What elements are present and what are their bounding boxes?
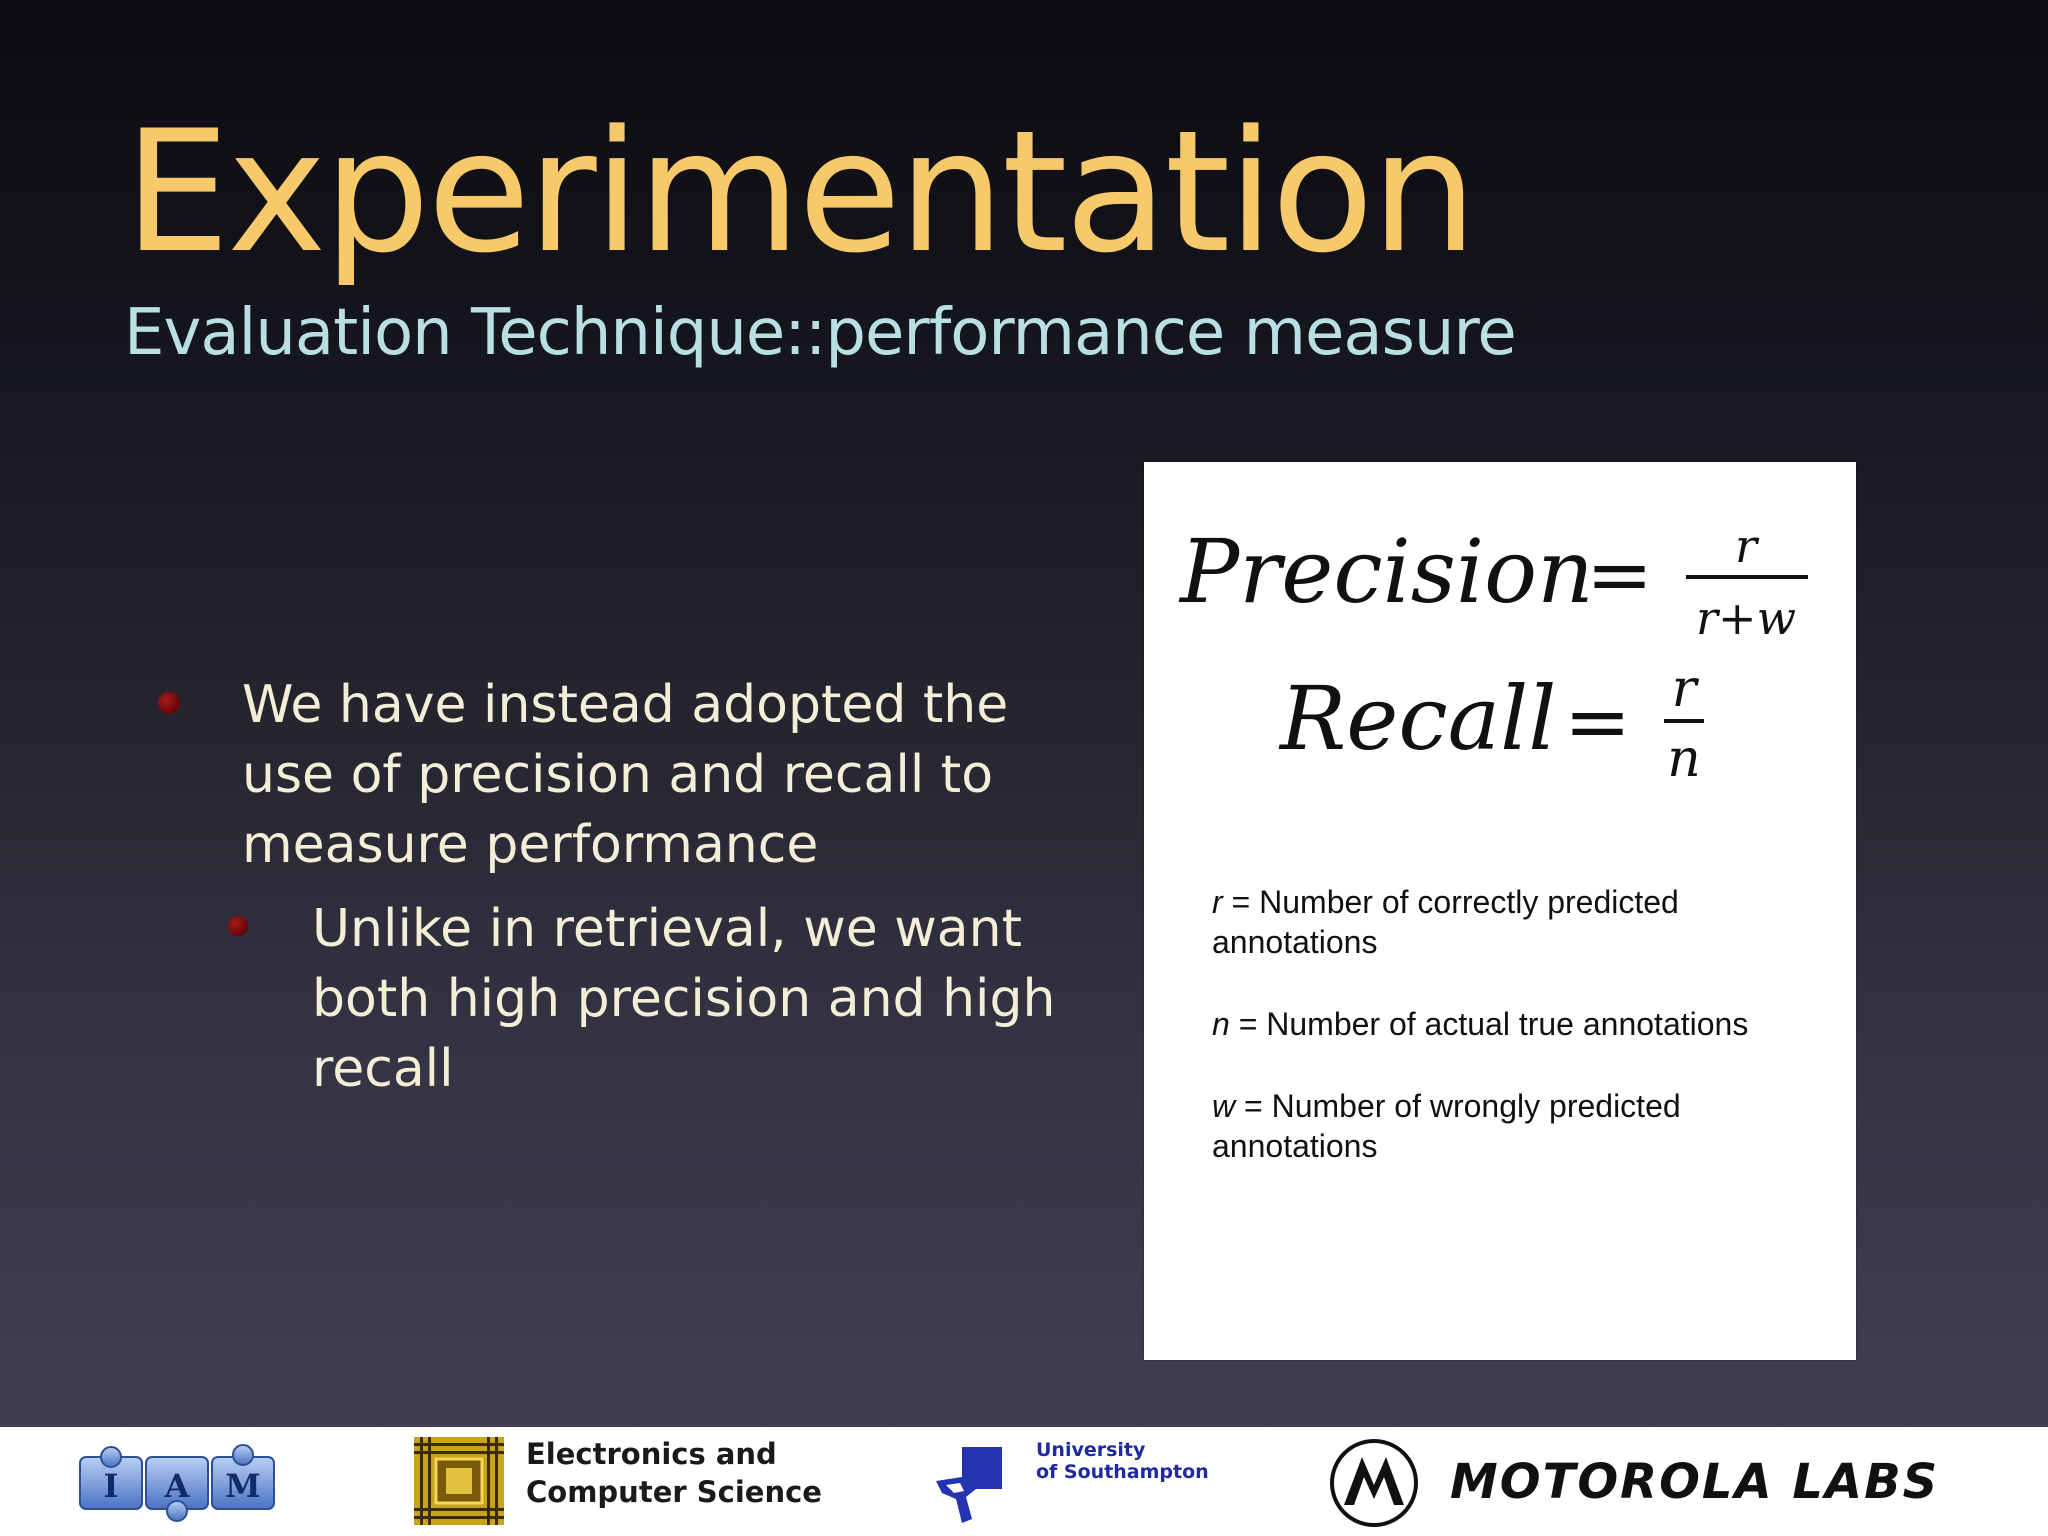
bullet-dot-icon	[228, 916, 248, 936]
logo-footer: I A M Electronics and Computer Science U…	[0, 1427, 2048, 1536]
precision-numerator: r	[1735, 519, 1760, 573]
recall-fraction-bar	[1664, 719, 1704, 723]
slide-subtitle: Evaluation Technique::performance measur…	[124, 296, 1517, 370]
formula-box: Precision = r r+w Recall = r n r = Numbe…	[1144, 462, 1856, 1360]
precision-formula: Precision = r r+w	[1178, 519, 1808, 645]
soton-line2: of Southampton	[1036, 1461, 1209, 1483]
recall-equals: =	[1564, 675, 1631, 768]
iam-letter: A	[164, 1467, 191, 1505]
sub-bullet-item: Unlike in retrieval, we want both high p…	[220, 894, 1112, 1104]
precision-label: Precision	[1178, 520, 1594, 623]
recall-denominator: n	[1667, 729, 1701, 789]
precision-fraction-bar	[1686, 575, 1808, 579]
soton-line1: University	[1036, 1439, 1146, 1461]
sub-bullet-text: Unlike in retrieval, we want both high p…	[312, 899, 1056, 1099]
slide: Experimentation Evaluation Technique::pe…	[124, 94, 1856, 1360]
definition-text: = Number of actual true annotations	[1229, 1006, 1749, 1042]
definition-n: n = Number of actual true annotations	[1212, 1004, 1832, 1044]
ecs-logo-text: Electronics and Computer Science	[526, 1435, 822, 1511]
recall-label: Recall	[1278, 667, 1556, 770]
definition-w: w = Number of wrongly predicted annotati…	[1212, 1086, 1832, 1166]
ecs-line2: Computer Science	[526, 1475, 822, 1509]
bullet-dot-icon	[158, 692, 180, 714]
precision-denominator: r+w	[1696, 591, 1796, 645]
definition-text: = Number of wrongly predicted annotation…	[1212, 1088, 1681, 1164]
soton-logo-text: University of Southampton	[1036, 1439, 1209, 1483]
ecs-line1: Electronics and	[526, 1437, 777, 1471]
formulas: Precision = r r+w Recall = r n	[1178, 519, 1808, 789]
bullet-text: We have instead adopted the use of preci…	[242, 675, 1009, 875]
iam-letter: M	[225, 1467, 260, 1505]
soton-ship-logo	[936, 1447, 1002, 1523]
bullet-list: We have instead adopted the use of preci…	[150, 670, 1055, 1104]
definition-var: r	[1212, 884, 1223, 920]
definition-text: = Number of correctly predicted annotati…	[1212, 884, 1679, 960]
definition-var: n	[1212, 1006, 1230, 1042]
iam-letter: I	[104, 1467, 119, 1505]
recall-numerator: r	[1672, 659, 1700, 719]
iam-puzzle-logo: I A M	[79, 1444, 275, 1522]
definition-r: r = Number of correctly predicted annota…	[1212, 882, 1832, 962]
bullet-item: We have instead adopted the use of preci…	[150, 670, 1020, 880]
precision-equals: =	[1586, 528, 1653, 621]
definition-var: w	[1212, 1088, 1236, 1124]
motorola-labs-text: MOTOROLA LABS	[1450, 1454, 1940, 1510]
recall-formula: Recall = r n	[1278, 659, 1704, 789]
variable-definitions: r = Number of correctly predicted annota…	[1212, 882, 1832, 1208]
motorola-batwing-icon	[1330, 1439, 1418, 1527]
slide-title: Experimentation	[124, 94, 1477, 290]
ecs-chip-logo	[414, 1437, 504, 1525]
